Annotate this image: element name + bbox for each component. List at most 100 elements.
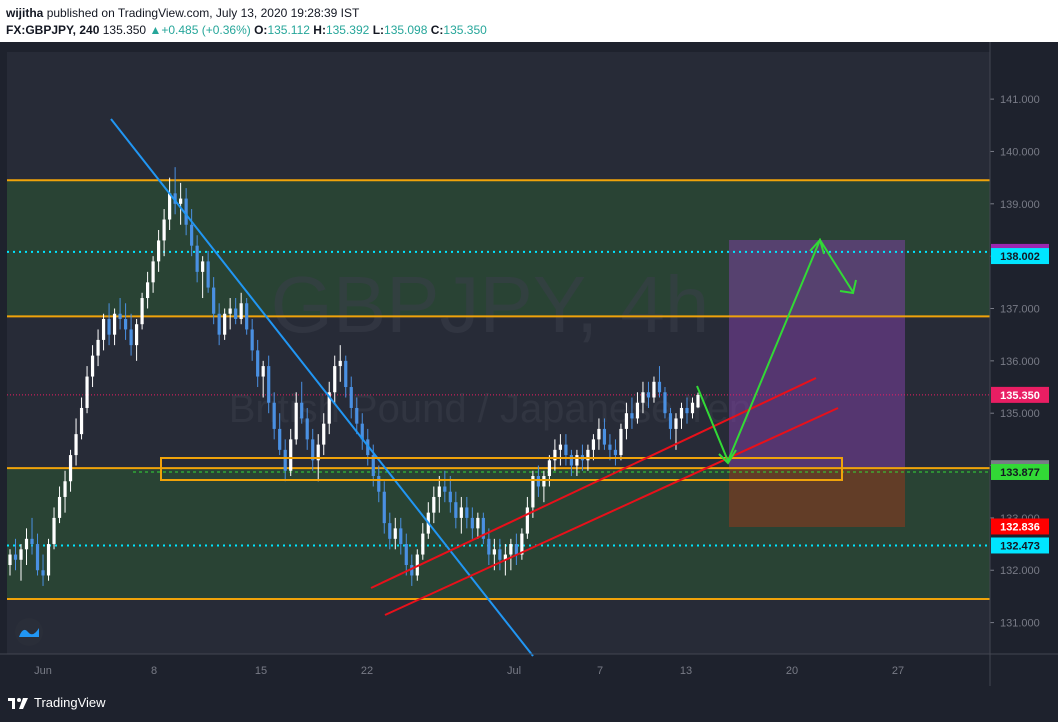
candle-body[interactable] (613, 449, 618, 456)
candle-body[interactable] (90, 355, 95, 377)
candle-body[interactable] (118, 313, 122, 319)
candle-body[interactable] (624, 413, 629, 429)
target-zone-box[interactable] (729, 240, 905, 468)
candle-body[interactable] (553, 449, 557, 461)
candle-body[interactable] (305, 418, 309, 440)
candle-body[interactable] (234, 308, 238, 319)
projection-path[interactable] (696, 237, 854, 464)
candle-body[interactable] (63, 481, 67, 497)
candle-body[interactable] (602, 428, 607, 445)
candle-body[interactable] (107, 318, 111, 335)
candle-body[interactable] (630, 413, 634, 419)
candle-body[interactable] (569, 455, 574, 466)
candle-body[interactable] (470, 517, 474, 529)
candle-body[interactable] (454, 502, 458, 518)
candle-body[interactable] (68, 455, 73, 482)
candle-body[interactable] (151, 261, 155, 283)
candle-body[interactable] (437, 486, 441, 497)
candle-body[interactable] (283, 449, 287, 471)
candle-body[interactable] (410, 565, 414, 576)
candle-body[interactable] (492, 549, 496, 555)
tradingview-badge[interactable] (15, 618, 43, 646)
candle-body[interactable] (646, 392, 651, 398)
candle-body[interactable] (8, 554, 12, 566)
candle-body[interactable] (481, 517, 485, 539)
candle-body[interactable] (79, 407, 84, 435)
candle-body[interactable] (24, 538, 29, 550)
footer-brand[interactable]: TradingView (34, 695, 106, 710)
candle-body[interactable] (432, 496, 436, 513)
candle-body[interactable] (278, 428, 282, 450)
candle-body[interactable] (377, 476, 381, 492)
candle-body[interactable] (294, 402, 298, 440)
candle-body[interactable] (635, 402, 640, 419)
candle-body[interactable] (41, 570, 45, 576)
candle-body[interactable] (19, 549, 23, 560)
author-name[interactable]: wijitha (6, 6, 44, 20)
candle-body[interactable] (415, 554, 419, 576)
candle-body[interactable] (404, 544, 408, 566)
candle-body[interactable] (74, 434, 78, 456)
candle-body[interactable] (421, 533, 425, 555)
candle-body[interactable] (228, 308, 232, 314)
candle-body[interactable] (46, 544, 51, 576)
candle-body[interactable] (564, 444, 568, 456)
candle-body[interactable] (476, 517, 480, 529)
candle-body[interactable] (333, 366, 337, 393)
candle-body[interactable] (382, 491, 386, 524)
candle-body[interactable] (272, 402, 276, 429)
candle-body[interactable] (459, 507, 463, 518)
candle-body[interactable] (57, 496, 62, 518)
downtrend-line[interactable] (110, 118, 534, 657)
channel-lower-line[interactable] (384, 407, 839, 616)
candle-body[interactable] (487, 538, 491, 555)
candle-body[interactable] (388, 523, 392, 539)
candle-body[interactable] (184, 198, 188, 225)
candle-body[interactable] (168, 193, 172, 220)
candle-body[interactable] (591, 439, 596, 450)
candle-body[interactable] (300, 402, 304, 419)
candle-body[interactable] (657, 381, 662, 393)
candle-body[interactable] (289, 439, 293, 471)
candle-body[interactable] (509, 544, 513, 555)
candle-body[interactable] (674, 418, 678, 429)
candle-body[interactable] (443, 486, 447, 492)
candle-body[interactable] (344, 360, 348, 388)
candle-body[interactable] (327, 392, 331, 424)
candle-body[interactable] (212, 287, 216, 314)
candle-body[interactable] (465, 507, 469, 518)
candle-body[interactable] (96, 339, 100, 356)
support-rectangle[interactable] (160, 457, 843, 481)
candle-body[interactable] (146, 282, 150, 299)
candle-body[interactable] (652, 381, 656, 398)
candle-body[interactable] (448, 491, 452, 503)
candle-body[interactable] (173, 193, 177, 204)
price-chart[interactable]: 131.000132.000133.000134.000135.000136.0… (0, 42, 1058, 686)
candle-body[interactable] (679, 407, 684, 419)
candle-body[interactable] (206, 261, 210, 288)
candle-body[interactable] (498, 549, 502, 560)
candle-body[interactable] (134, 324, 139, 346)
candle-body[interactable] (355, 407, 359, 424)
candle-body[interactable] (371, 455, 375, 477)
candle-body[interactable] (393, 528, 397, 539)
candle-body[interactable] (547, 460, 551, 477)
candle-body[interactable] (685, 407, 689, 414)
candle-body[interactable] (245, 303, 249, 330)
candle-body[interactable] (316, 444, 320, 461)
candle-body[interactable] (52, 517, 56, 545)
candle-body[interactable] (201, 261, 205, 272)
candle-body[interactable] (668, 413, 673, 429)
candle-body[interactable] (250, 329, 254, 351)
candle-body[interactable] (112, 313, 117, 335)
candle-body[interactable] (101, 318, 106, 340)
candle-body[interactable] (586, 449, 590, 461)
candle-body[interactable] (525, 507, 529, 534)
candle-body[interactable] (267, 366, 271, 403)
candle-body[interactable] (575, 455, 579, 466)
candle-body[interactable] (597, 428, 601, 440)
candle-body[interactable] (338, 360, 342, 367)
candle-body[interactable] (663, 392, 667, 414)
stop-zone-box[interactable] (729, 468, 905, 527)
candle-body[interactable] (322, 423, 326, 445)
